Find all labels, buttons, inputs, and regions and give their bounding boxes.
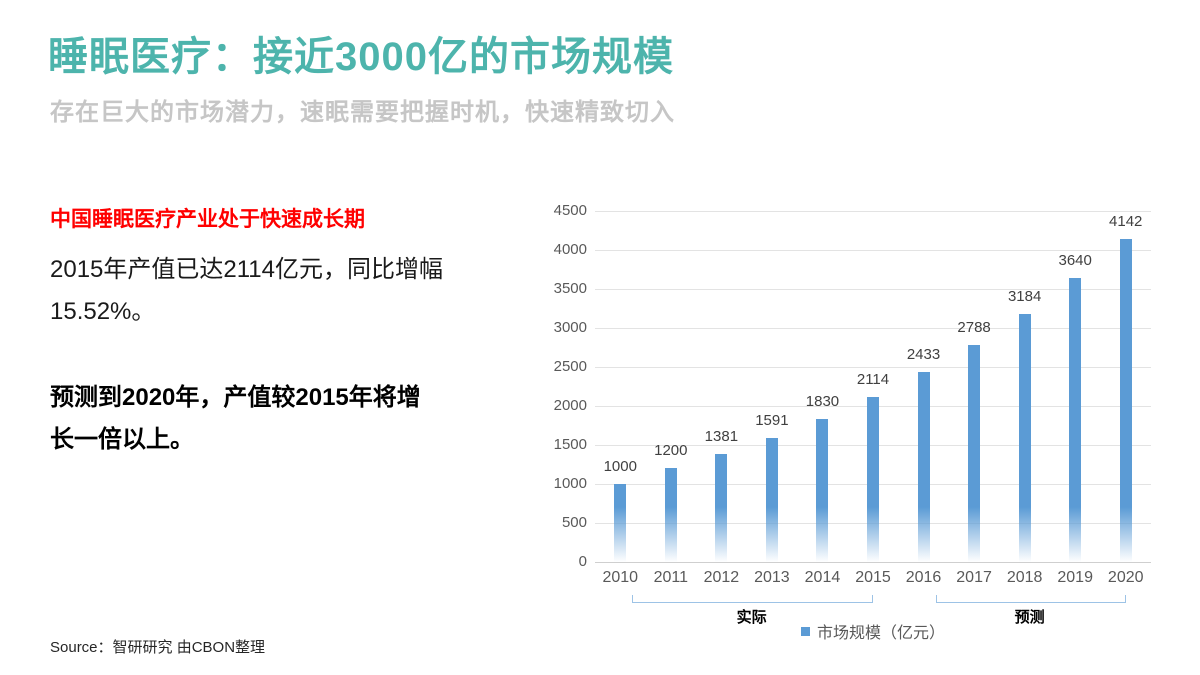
source-note: Source：智研研究 由CBON整理 [50,639,266,656]
y-tick-label: 3000 [553,319,587,336]
market-size-bar-chart: 0 500 1000 1500 2000 2500 3000 3500 4000 4500 1000… [540,202,1156,653]
x-tick-label: 2020 [1107,569,1144,586]
bar-value-label: 3640 [1058,252,1092,269]
x-tick-label: 2018 [1006,569,1043,586]
growth-stage-heading: 中国睡眠医疗产业处于快速成长期 [50,208,365,231]
y-gridline [595,562,1151,563]
bar [765,438,778,562]
y-tick-label: 0 [578,553,587,570]
output-value-text: 2015年产值已达2114亿元，同比增幅 15.52%。 [50,256,443,325]
bar [816,419,829,562]
chart-legend: 市场规模（亿元） [595,619,1151,643]
bar [867,397,879,562]
bar-value-label: 1591 [755,412,789,429]
bar [664,468,677,562]
y-tick-label: 500 [561,514,587,531]
bar [1018,314,1031,562]
axis-group-bracket-forecast [935,595,1126,603]
y-tick-label: 2500 [553,358,587,375]
slide-title: 睡眠医疗：接近3000亿的市场规模 [48,35,674,79]
x-tick-label: 2013 [754,569,790,586]
slide-subtitle: 存在巨大的市场潜力，速眠需要把握时机，快速精致切入 [50,99,675,126]
bar [1119,239,1132,562]
y-gridline [595,328,1151,329]
bar-value-label: 1200 [654,442,688,459]
key-points-panel: 中国睡眠医疗产业处于快速成长期 2015年产值已达2114亿元，同比增幅 15.… [50,203,490,461]
bar-value-label: 1830 [805,393,840,410]
y-gridline [595,367,1151,368]
bar-value-label: 2114 [856,371,890,388]
legend-swatch-icon [800,626,810,636]
y-tick-label: 3500 [553,280,587,297]
y-gridline [595,250,1151,251]
legend-label: 市场规模（亿元） [816,625,945,642]
bar-value-label: 1000 [603,458,637,475]
axis-group-bracket-actual [632,595,873,603]
bar-value-label: 3184 [1007,288,1042,305]
bar [917,372,930,562]
y-tick-label: 2000 [553,397,587,414]
forecast-text: 预测到2020年，产值较2015年将增 长一倍以上。 [50,384,421,453]
bar [1069,278,1082,562]
x-tick-label: 2019 [1057,569,1093,586]
y-tick-label: 1000 [553,475,587,492]
bar [614,484,627,562]
bar-value-label: 1381 [704,428,739,445]
y-tick-label: 4500 [553,202,587,219]
x-tick-label: 2015 [855,569,891,586]
bar-value-label: 4142 [1109,213,1143,230]
bar [715,454,728,562]
x-tick-label: 2011 [653,569,689,586]
x-tick-label: 2010 [602,569,639,586]
bracket-label-forecast: 预测 [1014,609,1045,626]
y-tick-label: 4000 [553,241,587,258]
plot-area [595,211,1151,563]
bar-value-label: 2433 [906,346,941,363]
x-tick-label: 2017 [956,569,992,586]
x-tick-label: 2012 [703,569,740,586]
bracket-label-actual: 实际 [736,609,767,626]
bar [968,345,981,562]
x-tick-label: 2016 [905,569,942,586]
bar-value-label: 2788 [957,319,991,336]
y-gridline [595,211,1151,212]
y-tick-label: 1500 [553,436,587,453]
x-tick-label: 2014 [804,569,841,586]
y-gridline [595,289,1151,290]
